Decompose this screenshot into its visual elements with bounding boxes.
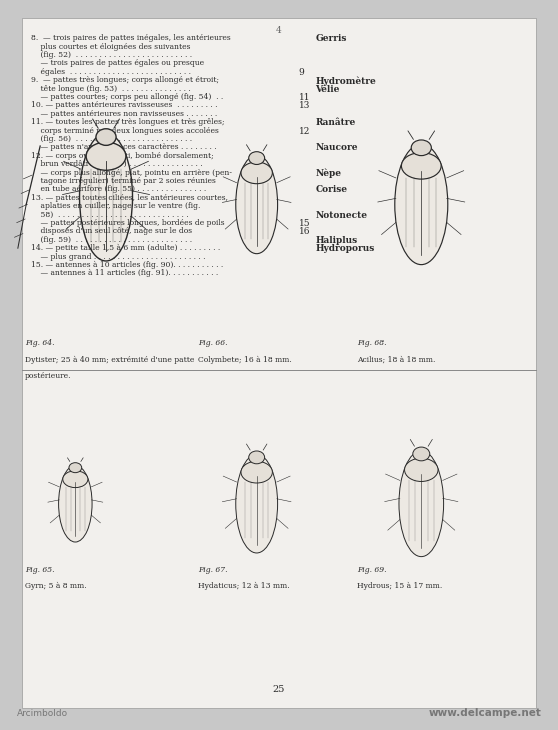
Ellipse shape xyxy=(249,152,264,164)
Text: — pattes postérieures longues, bordées de poils: — pattes postérieures longues, bordées d… xyxy=(31,219,224,227)
Ellipse shape xyxy=(399,450,444,556)
Ellipse shape xyxy=(235,454,278,553)
Ellipse shape xyxy=(69,463,81,472)
Text: Hydroporus: Hydroporus xyxy=(315,244,374,253)
Ellipse shape xyxy=(413,447,430,461)
Text: — antennes à 11 articles (fig. 91). . . . . . . . . . .: — antennes à 11 articles (fig. 91). . . … xyxy=(31,269,218,277)
Text: www.delcampe.net: www.delcampe.net xyxy=(429,708,541,718)
Text: Arcimboldo: Arcimboldo xyxy=(17,710,68,718)
Ellipse shape xyxy=(86,142,126,170)
Text: 11. — toutes les pattes très longues et très grêles;: 11. — toutes les pattes très longues et … xyxy=(31,118,224,126)
Text: postérieure.: postérieure. xyxy=(25,372,71,380)
Text: Corise: Corise xyxy=(315,185,347,194)
Text: (fig. 52)  . . . . . . . . . . . . . . . . . . . . . . . . .: (fig. 52) . . . . . . . . . . . . . . . … xyxy=(31,51,192,59)
Text: Fig. 68.: Fig. 68. xyxy=(357,339,387,347)
Text: 11: 11 xyxy=(299,93,310,102)
Text: 12. — corps ovoïde, aplati, bombé dorsalement;: 12. — corps ovoïde, aplati, bombé dorsal… xyxy=(31,152,214,160)
Text: Gyrn; 5 à 8 mm.: Gyrn; 5 à 8 mm. xyxy=(25,582,86,590)
Text: 14. — petite taille 1,5 à 6 mm (adulte) . . . . . . . . .: 14. — petite taille 1,5 à 6 mm (adulte) … xyxy=(31,244,220,253)
Text: plus courtes et éloignées des suivantes: plus courtes et éloignées des suivantes xyxy=(31,42,190,50)
Text: tagone irrégulier) terminé par 2 soies réunies: tagone irrégulier) terminé par 2 soies r… xyxy=(31,177,215,185)
Text: — pattes n'ayant pas ces caractères . . . . . . . .: — pattes n'ayant pas ces caractères . . … xyxy=(31,143,217,151)
FancyBboxPatch shape xyxy=(22,18,536,708)
Text: (fig. 59)  . . . . . . . . . . . . . . . . . . . . . . . . .: (fig. 59) . . . . . . . . . . . . . . . … xyxy=(31,236,192,244)
Ellipse shape xyxy=(62,471,88,488)
Text: Vélie: Vélie xyxy=(315,85,340,93)
Text: Haliplus: Haliplus xyxy=(315,236,357,245)
Ellipse shape xyxy=(405,458,438,482)
Text: 15. — antennes à 10 articles (fig. 90). . . . . . . . . . .: 15. — antennes à 10 articles (fig. 90). … xyxy=(31,261,223,269)
Text: (fig. 56)  . . . . . . . . . . . . . . . . . . . . . . . . .: (fig. 56) . . . . . . . . . . . . . . . … xyxy=(31,135,192,143)
Text: Fig. 67.: Fig. 67. xyxy=(198,566,228,574)
Text: 9.  — pattes très longues; corps allongé et étroit;: 9. — pattes très longues; corps allongé … xyxy=(31,77,219,84)
Text: 16: 16 xyxy=(299,228,310,237)
Text: 8.  — trois paires de pattes inégales, les antérieures: 8. — trois paires de pattes inégales, le… xyxy=(31,34,230,42)
Text: Fig. 64.: Fig. 64. xyxy=(25,339,55,347)
Text: 58)  . . . . . . . . . . . . . . . . . . . . . . . . . . . .: 58) . . . . . . . . . . . . . . . . . . … xyxy=(31,210,188,218)
Text: Gerris: Gerris xyxy=(315,34,347,43)
Text: — corps plus allongé, plat, pointu en arrière (pen-: — corps plus allongé, plat, pointu en ar… xyxy=(31,169,232,177)
Ellipse shape xyxy=(96,128,116,145)
Text: Fig. 69.: Fig. 69. xyxy=(357,566,387,574)
Text: 10. — pattes antérieures ravisseuses  . . . . . . . . .: 10. — pattes antérieures ravisseuses . .… xyxy=(31,101,217,110)
Text: — trois paires de pattes égales ou presque: — trois paires de pattes égales ou presq… xyxy=(31,60,204,67)
Ellipse shape xyxy=(59,466,92,542)
Text: 4: 4 xyxy=(276,26,282,34)
Text: 15: 15 xyxy=(299,219,310,228)
Text: Fig. 65.: Fig. 65. xyxy=(25,566,55,574)
Ellipse shape xyxy=(411,140,431,155)
Text: Hydaticus; 12 à 13 mm.: Hydaticus; 12 à 13 mm. xyxy=(198,582,290,590)
Ellipse shape xyxy=(395,144,448,265)
Text: Ranâtre: Ranâtre xyxy=(315,118,355,127)
Text: 9: 9 xyxy=(299,68,304,77)
Ellipse shape xyxy=(401,153,441,179)
Ellipse shape xyxy=(249,451,264,464)
Text: Notonecte: Notonecte xyxy=(315,210,367,220)
Ellipse shape xyxy=(241,461,272,483)
Text: Dytister; 25 à 40 mm; extrémité d'une patte: Dytister; 25 à 40 mm; extrémité d'une pa… xyxy=(25,356,195,364)
Text: égales  . . . . . . . . . . . . . . . . . . . . . . . . . .: égales . . . . . . . . . . . . . . . . .… xyxy=(31,68,191,76)
Text: — pattes courtes; corps peu allongé (fig. 54)  . .: — pattes courtes; corps peu allongé (fig… xyxy=(31,93,223,101)
Text: en tube aérifore (fig. 55) . . . . . . . . . . . . . . .: en tube aérifore (fig. 55) . . . . . . .… xyxy=(31,185,206,193)
Text: disposés d'un seul côté, nage sur le dos: disposés d'un seul côté, nage sur le dos xyxy=(31,228,192,235)
Ellipse shape xyxy=(241,162,272,184)
Text: corps terminé par deux longues soies accolées: corps terminé par deux longues soies acc… xyxy=(31,127,219,134)
Text: 13. — pattes toutes ciliées, les antérieures courtes,: 13. — pattes toutes ciliées, les antérie… xyxy=(31,194,228,201)
Text: 13: 13 xyxy=(299,101,310,110)
Ellipse shape xyxy=(79,133,133,261)
Text: Colymbete; 16 à 18 mm.: Colymbete; 16 à 18 mm. xyxy=(198,356,292,364)
Text: aplaties en cuiller, nage sur le ventre (fig.: aplaties en cuiller, nage sur le ventre … xyxy=(31,202,200,210)
Text: — pattes antérieures non ravisseuses . . . . . . .: — pattes antérieures non ravisseuses . .… xyxy=(31,110,217,118)
Text: tête longue (fig. 53)  . . . . . . . . . . . . . . .: tête longue (fig. 53) . . . . . . . . . … xyxy=(31,85,190,93)
Text: Acilius; 18 à 18 mm.: Acilius; 18 à 18 mm. xyxy=(357,356,435,364)
Text: Fig. 66.: Fig. 66. xyxy=(198,339,228,347)
Text: Hydromètre: Hydromètre xyxy=(315,77,376,86)
Ellipse shape xyxy=(235,155,278,253)
Text: Naucore: Naucore xyxy=(315,143,358,153)
Text: brun verdâtre (fig. 57) . . . . . . . . . . . . . . . .: brun verdâtre (fig. 57) . . . . . . . . … xyxy=(31,161,203,168)
Text: — plus grand . . . . . . . . . . . . . . . . . . . . . . . .: — plus grand . . . . . . . . . . . . . .… xyxy=(31,253,205,261)
Text: 12: 12 xyxy=(299,127,310,136)
Text: Nèpe: Nèpe xyxy=(315,169,341,178)
Text: 25: 25 xyxy=(273,685,285,694)
Text: Hydrous; 15 à 17 mm.: Hydrous; 15 à 17 mm. xyxy=(357,582,442,590)
